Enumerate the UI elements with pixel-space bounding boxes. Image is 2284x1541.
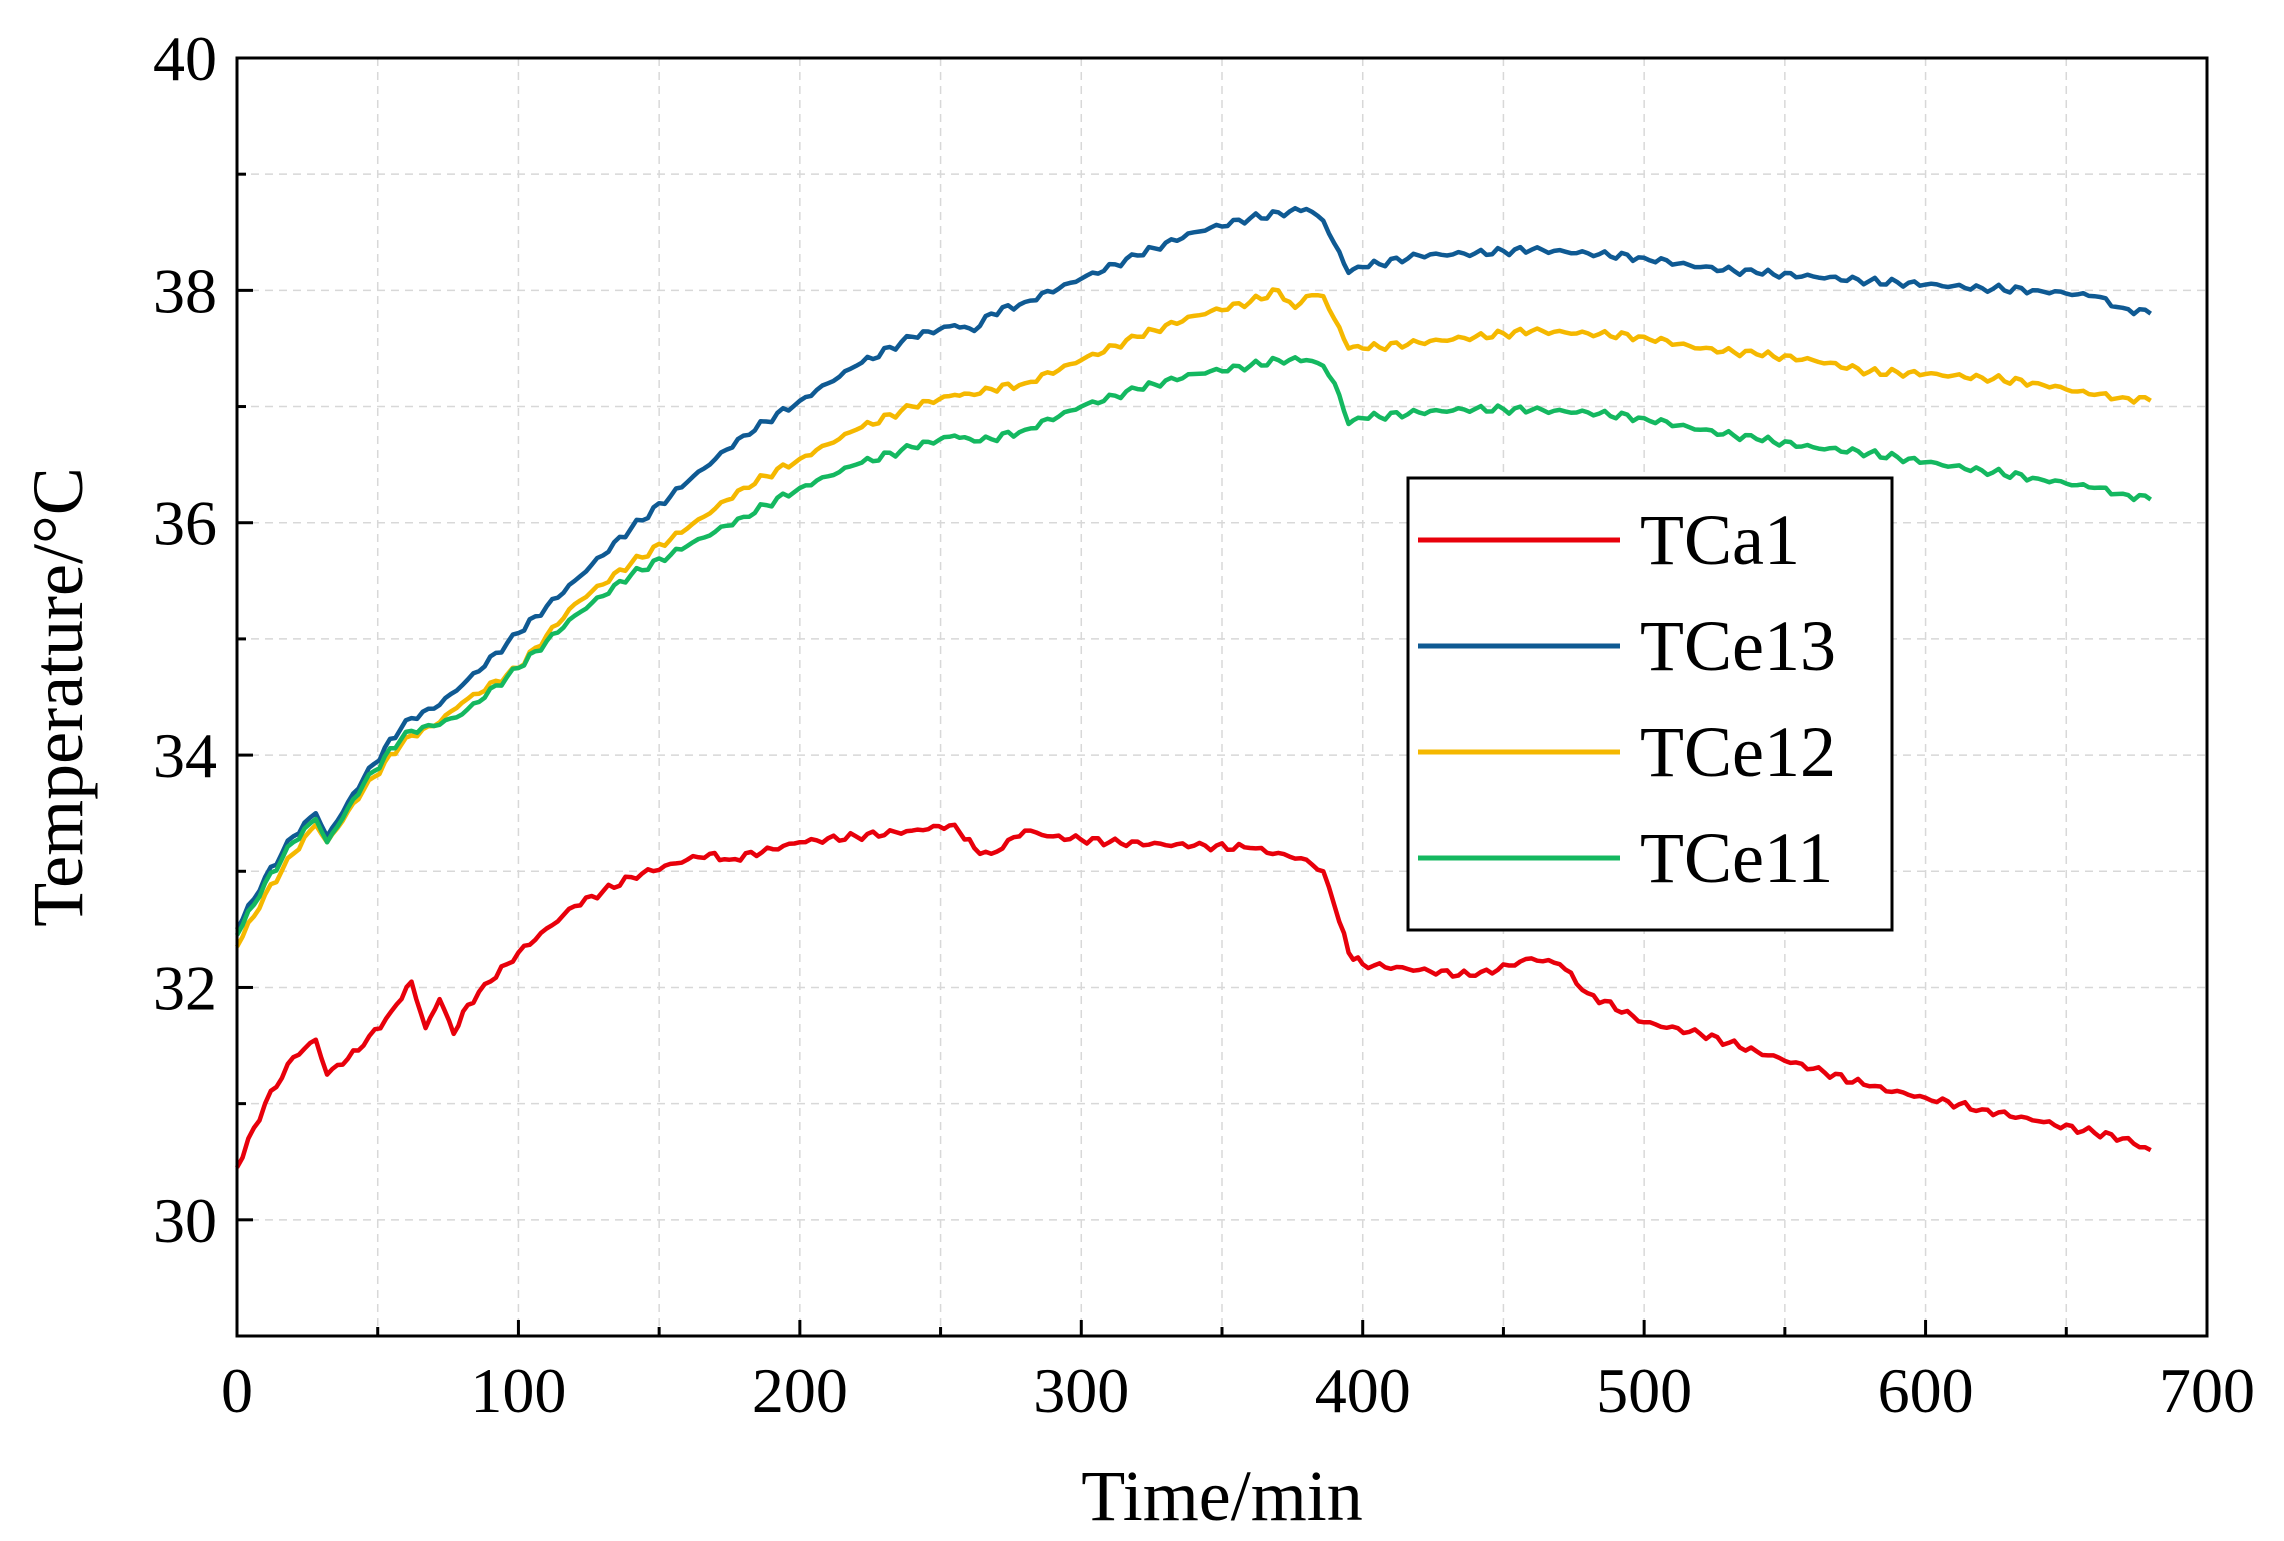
- y-tick-label: 40: [153, 23, 217, 94]
- series-line-tce13: [235, 205, 2152, 931]
- x-tick-label: 300: [1033, 1355, 1129, 1426]
- x-tick-label: 500: [1596, 1355, 1692, 1426]
- legend: TCa1 TCe13 TCe12 TCe11: [1406, 476, 1894, 932]
- y-axis-title: Temperature/°C: [18, 467, 98, 927]
- y-tick-label: 34: [153, 720, 217, 791]
- y-tick-label: 38: [153, 255, 217, 326]
- y-tick-label: 30: [153, 1185, 217, 1256]
- legend-label-tce11: TCe11: [1640, 818, 1833, 898]
- x-tick-label: 100: [470, 1355, 566, 1426]
- series-line-tce12: [235, 287, 2152, 948]
- legend-label-tca1: TCa1: [1640, 500, 1800, 580]
- series-layer: [235, 205, 2152, 1169]
- x-tick-label: 200: [752, 1355, 848, 1426]
- legend-label-tce12: TCe12: [1640, 712, 1836, 792]
- y-tick-label: 36: [153, 488, 217, 559]
- series-line-tce11: [235, 355, 2152, 937]
- x-tick-label: 700: [2159, 1355, 2255, 1426]
- legend-label-tce13: TCe13: [1640, 606, 1836, 686]
- x-axis-title: Time/min: [1081, 1456, 1362, 1536]
- y-tick-label: 32: [153, 952, 217, 1023]
- x-tick-label: 0: [221, 1355, 253, 1426]
- axis-ticks: 0 100 200 300 400 500 600 700 30 32 34 36 38 40: [153, 23, 2255, 1426]
- legend-box: [1406, 476, 1894, 932]
- series-line-tca1: [235, 822, 2152, 1169]
- x-tick-label: 600: [1878, 1355, 1974, 1426]
- x-tick-label: 400: [1315, 1355, 1411, 1426]
